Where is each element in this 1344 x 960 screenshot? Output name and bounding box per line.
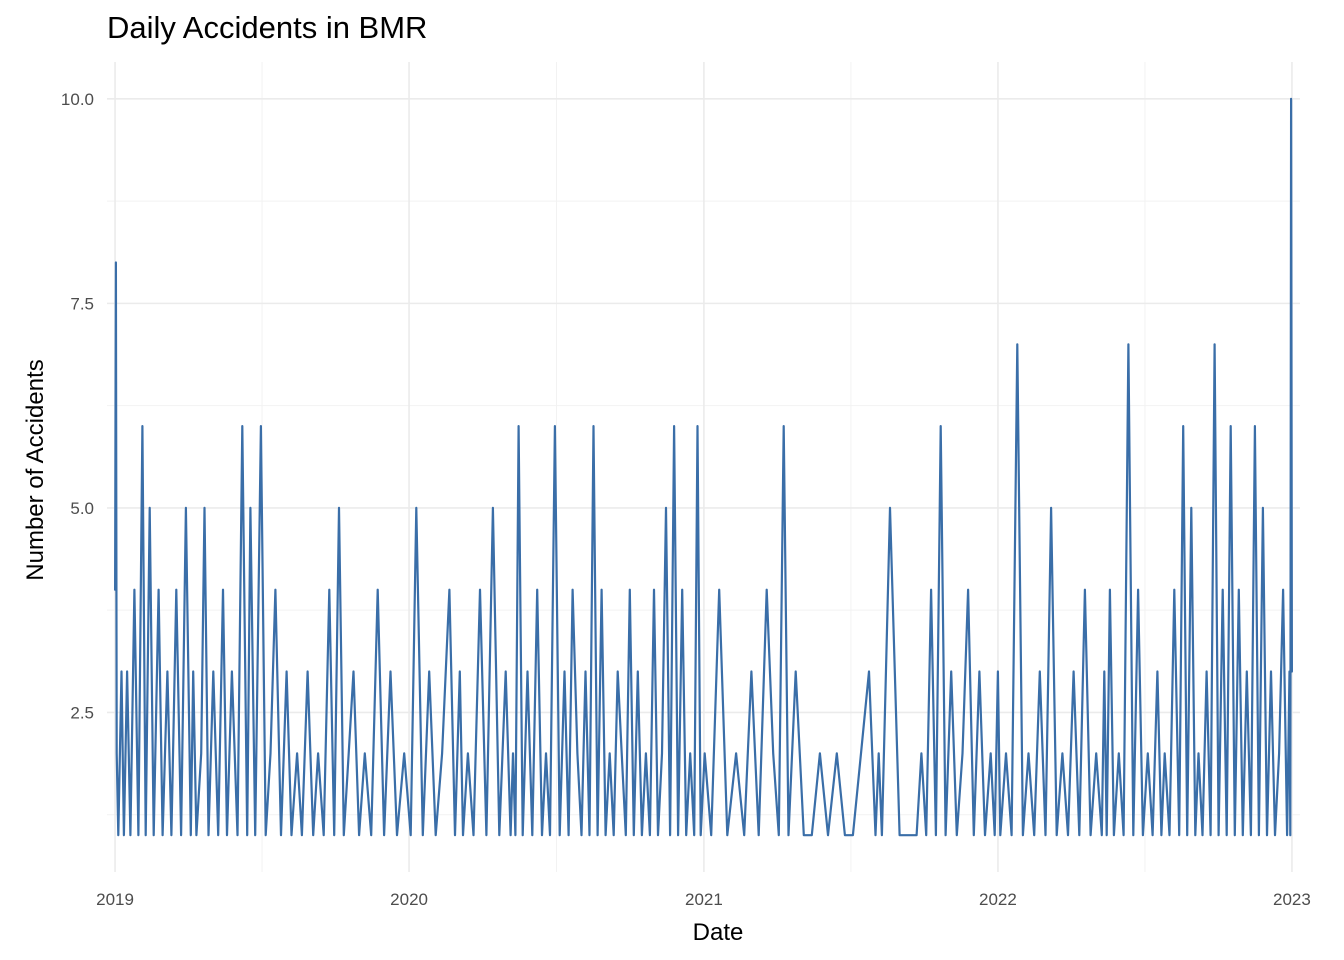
x-axis-title: Date <box>693 919 744 946</box>
y-tick-label: 10.0 <box>61 90 94 109</box>
y-tick-label: 7.5 <box>70 294 94 313</box>
x-tick-label: 2019 <box>96 890 134 909</box>
major-gridlines <box>107 62 1300 872</box>
x-tick-label: 2022 <box>979 890 1017 909</box>
y-tick-label: 5.0 <box>70 499 94 518</box>
x-tick-label: 2021 <box>685 890 723 909</box>
y-tick-label: 2.5 <box>70 703 94 722</box>
x-tick-label: 2020 <box>390 890 428 909</box>
x-tick-label: 2023 <box>1273 890 1311 909</box>
chart-title: Daily Accidents in BMR <box>107 10 428 45</box>
y-axis-title: Number of Accidents <box>22 359 49 580</box>
series-layer <box>113 97 1294 837</box>
x-axis-tick-labels: 2019 2020 2021 2022 2023 <box>96 890 1311 909</box>
y-axis-tick-labels: 2.5 5.0 7.5 10.0 <box>61 90 94 723</box>
accidents-series-line <box>113 97 1294 837</box>
